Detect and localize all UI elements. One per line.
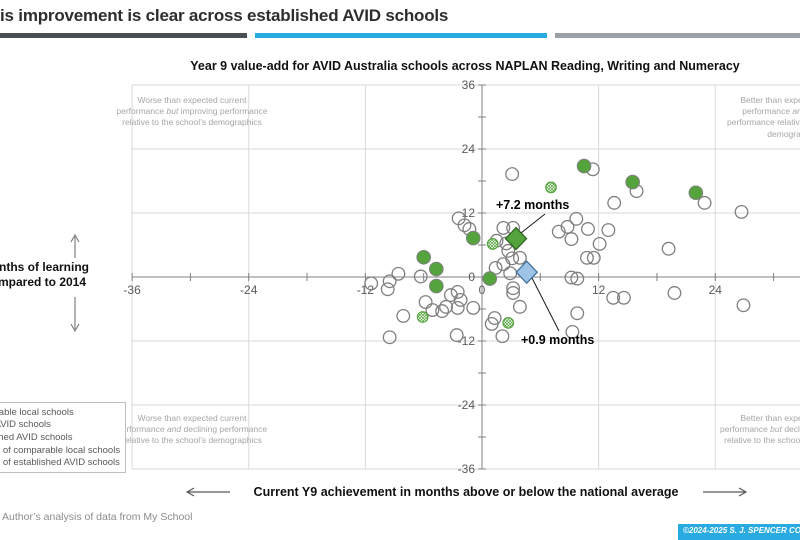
legend-item-newer-avid: Newer AVID schools — [0, 419, 51, 431]
source-note: Author’s analysis of data from My School — [2, 511, 193, 523]
header-bar-segment-gray — [555, 33, 800, 38]
chart-legend: Comparable local schools Newer AVID scho… — [0, 402, 126, 473]
svg-text:12: 12 — [462, 206, 476, 220]
header-bar-segment-blue — [255, 33, 547, 38]
svg-text:-36: -36 — [458, 462, 476, 476]
quadrant-label-top-right: Better than expected current performance… — [726, 95, 800, 139]
svg-text:0: 0 — [468, 270, 475, 284]
legend-item-established-avid: Established AVID schools — [0, 431, 73, 443]
svg-text:12: 12 — [592, 283, 606, 297]
copyright-watermark: ©2024-2025 S. J. SPENCER CONSULTING — [678, 524, 800, 540]
y-axis-label: months of learning compared to 2014 — [0, 260, 89, 289]
header-bar-segment-dark — [0, 33, 247, 38]
quadrant-label-bottom-left: Worse than expected current performance … — [116, 413, 268, 446]
annotation-avg-established: +7.2 months — [496, 198, 570, 212]
legend-item-average-established: Average of established AVID schools — [0, 457, 120, 469]
svg-text:24: 24 — [462, 142, 476, 156]
chart-title: Year 9 value-add for AVID Australia scho… — [190, 59, 740, 73]
page-title: is improvement is clear across establish… — [0, 6, 449, 25]
quadrant-label-bottom-right: Better than expected current performance… — [720, 413, 800, 446]
legend-item-average-comparable: Average of comparable local schools — [0, 444, 121, 456]
svg-text:-24: -24 — [240, 283, 258, 297]
svg-text:-36: -36 — [123, 283, 141, 297]
annotation-avg-comparable: +0.9 months — [521, 333, 595, 347]
legend-item-comparable-local: Comparable local schools — [0, 406, 74, 418]
svg-text:0: 0 — [479, 283, 486, 297]
svg-text:-12: -12 — [357, 283, 375, 297]
svg-text:36: 36 — [462, 78, 476, 92]
svg-text:24: 24 — [709, 283, 723, 297]
x-axis-label: Current Y9 achievement in months above o… — [253, 485, 679, 499]
quadrant-label-top-left: Worse than expected current performance … — [116, 95, 268, 128]
svg-text:-24: -24 — [458, 398, 476, 412]
